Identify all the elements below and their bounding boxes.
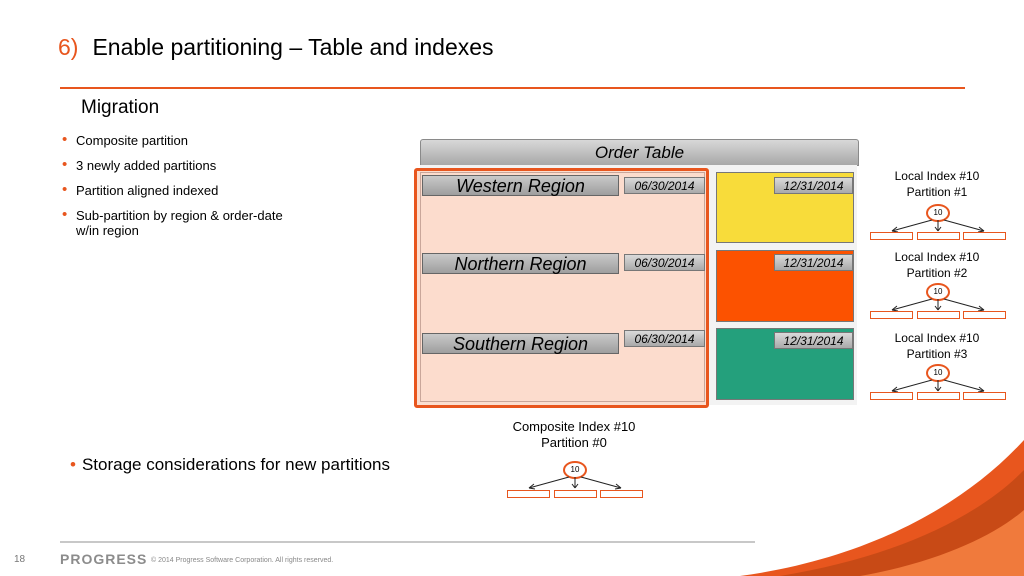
bullet-icon: • (62, 206, 68, 223)
bullet-item: • 3 newly added partitions (62, 156, 217, 173)
corner-swoosh-decoration (740, 440, 1024, 576)
slide-title: 6) Enable partitioning – Table and indexe… (58, 34, 494, 61)
index-leaf (963, 232, 1006, 240)
date-start-southern: 06/30/2014 (624, 330, 705, 347)
date-end-northern: 12/31/2014 (774, 254, 853, 271)
index-leaf (963, 311, 1006, 319)
storage-bullet: • Storage considerations for new partitio… (70, 455, 391, 474)
bullet-list: • Composite partition • 3 newly added part… (62, 131, 292, 248)
local-index-3-label: Local Index #10 Partition #3 (894, 331, 980, 361)
date-end-western: 12/31/2014 (774, 177, 853, 194)
index-tree-arrows (891, 379, 985, 393)
slide-title-text: Enable partitioning – Table and indexes (92, 34, 494, 60)
local-index-1-label: Local Index #10 Partition #1 (894, 169, 980, 199)
index-tree-arrows (891, 219, 985, 233)
index-leaf (870, 392, 913, 400)
copyright-text: © 2014 Progress Software Corporation. Al… (151, 557, 334, 564)
index-leaf (870, 311, 913, 319)
slide-subtitle: Migration (81, 97, 160, 118)
order-table-header: Order Table (420, 139, 859, 166)
index-leaf (554, 490, 597, 498)
index-leaf (963, 392, 1006, 400)
date-end-southern: 12/31/2014 (774, 332, 853, 349)
footer-divider (60, 541, 755, 543)
page-number: 18 (14, 554, 26, 565)
bullet-item: • Sub-partition by region & order-date w/… (62, 206, 283, 238)
index-leaf (507, 490, 550, 498)
index-leaf (917, 311, 960, 319)
region-label-southern: Southern Region (422, 333, 619, 354)
date-start-western: 06/30/2014 (624, 177, 705, 194)
bullet-icon: • (62, 181, 68, 198)
region-label-western: Western Region (422, 175, 619, 196)
region-label-northern: Northern Region (422, 253, 619, 274)
bullet-item: • Composite partition (62, 131, 188, 148)
bullet-icon: • (62, 156, 68, 173)
slide-number-prefix: 6) (58, 34, 79, 60)
bullet-item: • Partition aligned indexed (62, 181, 219, 198)
index-leaf (917, 232, 960, 240)
region-partition-area (420, 172, 705, 402)
bullet-icon: • (62, 131, 68, 148)
index-leaf (870, 232, 913, 240)
index-leaf (600, 490, 643, 498)
progress-logo: PROGRESS (60, 551, 148, 567)
bullet-icon: • (70, 455, 76, 474)
index-tree-arrows (891, 298, 985, 312)
title-divider (60, 87, 965, 89)
local-index-2-label: Local Index #10 Partition #2 (894, 250, 980, 280)
composite-index-label: Composite Index #10 Partition #0 (512, 419, 636, 450)
index-leaf (917, 392, 960, 400)
composite-index-arrows (528, 476, 622, 490)
date-start-northern: 06/30/2014 (624, 254, 705, 271)
